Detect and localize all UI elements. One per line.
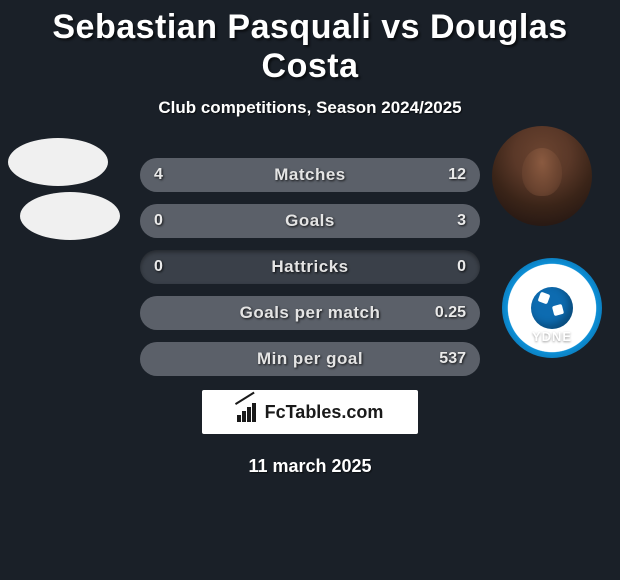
bar-label: Matches <box>140 158 480 192</box>
bar-value-right: 0 <box>457 250 466 284</box>
player2-avatar <box>492 126 592 226</box>
player1-avatar <box>8 138 108 186</box>
player1-name: Sebastian Pasquali <box>52 8 371 46</box>
page-title: Sebastian Pasquali vs Douglas Costa <box>0 0 620 86</box>
vs-label: vs <box>381 8 420 46</box>
stat-bar: Matches4 12 <box>140 158 480 192</box>
bar-label: Goals per match <box>140 296 480 330</box>
stat-bar: Goals per match0.25 <box>140 296 480 330</box>
bar-value-left: 4 <box>154 158 163 192</box>
bar-value-right: 12 <box>448 158 466 192</box>
player1-club-badge <box>20 192 120 240</box>
stat-bar: Min per goal537 <box>140 342 480 376</box>
date-label: 11 march 2025 <box>0 456 620 477</box>
bar-label: Hattricks <box>140 250 480 284</box>
club-badge-text: YDNE <box>502 329 602 344</box>
brand-text: FcTables.com <box>265 402 384 423</box>
bar-chart-icon <box>237 402 259 422</box>
bar-value-right: 0.25 <box>435 296 466 330</box>
brand-box: FcTables.com <box>202 390 418 434</box>
stat-bar: Goals0 3 <box>140 204 480 238</box>
stat-bar: Hattricks0 0 <box>140 250 480 284</box>
soccer-ball-icon <box>531 287 573 329</box>
bar-value-right: 3 <box>457 204 466 238</box>
player2-club-badge: YDNE <box>502 258 602 358</box>
bar-value-right: 537 <box>439 342 466 376</box>
bar-value-left: 0 <box>154 204 163 238</box>
bar-value-left: 0 <box>154 250 163 284</box>
bar-label: Min per goal <box>140 342 480 376</box>
subtitle: Club competitions, Season 2024/2025 <box>0 98 620 118</box>
bar-label: Goals <box>140 204 480 238</box>
